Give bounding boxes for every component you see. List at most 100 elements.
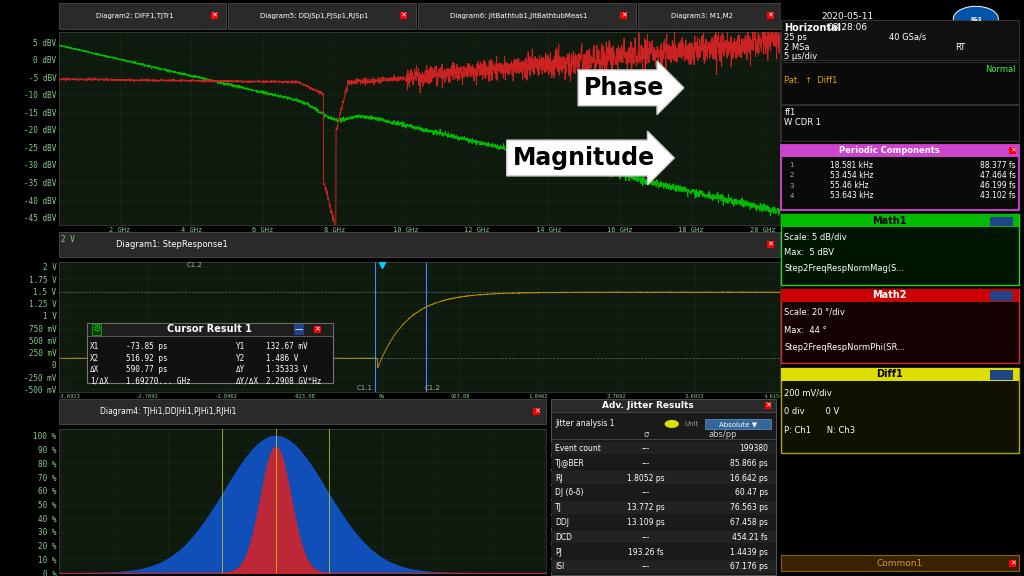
Text: 88.377 fs: 88.377 fs <box>980 161 1016 170</box>
Text: Y2: Y2 <box>236 354 245 363</box>
Text: 1.4439 ps: 1.4439 ps <box>730 548 768 556</box>
Text: 53.454 kHz: 53.454 kHz <box>830 171 873 180</box>
Text: ✕: ✕ <box>765 403 771 408</box>
Text: Scale: 5 dB/div: Scale: 5 dB/div <box>784 233 847 242</box>
Text: ✕: ✕ <box>767 13 773 19</box>
Text: 200 mV/div: 200 mV/div <box>784 389 833 398</box>
Text: 454.21 fs: 454.21 fs <box>732 533 768 541</box>
Text: Step2FreqRespNormMag(S...: Step2FreqRespNormMag(S... <box>784 264 904 273</box>
Text: C1.2: C1.2 <box>186 262 203 268</box>
Text: Magnitude: Magnitude <box>513 146 654 170</box>
Text: Max:  44 °: Max: 44 ° <box>784 325 827 335</box>
Text: 2: 2 <box>790 172 794 179</box>
Text: abs/pp: abs/pp <box>709 430 737 439</box>
Text: ✕: ✕ <box>621 13 627 19</box>
Text: 1.69270... GHz: 1.69270... GHz <box>126 377 190 386</box>
Text: Horizontal: Horizontal <box>784 23 842 33</box>
Text: 590.77 ps: 590.77 ps <box>126 365 168 374</box>
Text: σ: σ <box>643 430 649 439</box>
Text: Adv. Jitter Results: Adv. Jitter Results <box>602 401 694 410</box>
Text: Phase: Phase <box>584 76 665 100</box>
Text: Jitter analysis 1: Jitter analysis 1 <box>555 419 614 429</box>
Text: -73.85 ps: -73.85 ps <box>126 342 168 351</box>
Text: P: Ch1      N: Ch3: P: Ch1 N: Ch3 <box>784 426 855 435</box>
Text: Pat.  ↑  Diff1: Pat. ↑ Diff1 <box>784 76 838 85</box>
Text: TJ: TJ <box>555 503 562 512</box>
Text: 16.642 ps: 16.642 ps <box>730 473 768 483</box>
Text: 4: 4 <box>790 193 794 199</box>
Text: Common1: Common1 <box>877 559 924 568</box>
Text: ✕: ✕ <box>767 241 773 248</box>
Text: Absolute ▼: Absolute ▼ <box>719 421 758 427</box>
Text: Diagram3: M1,M2: Diagram3: M1,M2 <box>671 13 733 19</box>
Text: 13.772 ps: 13.772 ps <box>628 503 665 512</box>
Text: —: — <box>295 325 303 334</box>
Text: 516.92 ps: 516.92 ps <box>126 354 168 363</box>
Text: 53.643 kHz: 53.643 kHz <box>830 191 873 200</box>
Text: 2020-05-11
08:28:06: 2020-05-11 08:28:06 <box>821 12 874 32</box>
Text: Diagram5: DDJSp1,PJSp1,RJSp1: Diagram5: DDJSp1,PJSp1,RJSp1 <box>260 13 368 19</box>
Text: Event count: Event count <box>555 444 601 453</box>
Text: RJ: RJ <box>555 473 562 483</box>
Text: 46.199 fs: 46.199 fs <box>980 181 1016 190</box>
Text: 1.8052 ps: 1.8052 ps <box>628 473 665 483</box>
Text: PJ: PJ <box>555 548 562 556</box>
Text: 18.581 kHz: 18.581 kHz <box>830 161 873 170</box>
Text: ✕: ✕ <box>1010 560 1016 566</box>
Text: 1.486 V: 1.486 V <box>266 354 299 363</box>
Text: Cursor Result 1: Cursor Result 1 <box>168 324 252 335</box>
Text: 76.563 ps: 76.563 ps <box>730 503 768 512</box>
Text: 2 V: 2 V <box>61 235 76 244</box>
Text: W CDR 1: W CDR 1 <box>784 118 821 127</box>
Text: DCD: DCD <box>555 533 572 541</box>
Text: 132.67 mV: 132.67 mV <box>266 342 308 351</box>
Text: 40 GSa/s: 40 GSa/s <box>889 33 926 42</box>
Text: DJ (δ-δ): DJ (δ-δ) <box>555 488 584 497</box>
Text: ✕: ✕ <box>211 13 217 19</box>
Text: 5 µs/div: 5 µs/div <box>784 52 817 62</box>
Text: 55.46 kHz: 55.46 kHz <box>830 181 869 190</box>
Text: 3: 3 <box>790 183 794 188</box>
Text: ff1: ff1 <box>784 108 796 117</box>
Text: 13.109 ps: 13.109 ps <box>628 518 665 527</box>
Text: 47.464 fs: 47.464 fs <box>980 171 1016 180</box>
Text: Y1: Y1 <box>236 342 245 351</box>
Text: 85.866 ps: 85.866 ps <box>730 459 768 468</box>
Text: 1: 1 <box>790 162 794 168</box>
Text: 25 ps: 25 ps <box>784 33 807 42</box>
Text: Unit: Unit <box>684 421 698 427</box>
Text: 193.26 fs: 193.26 fs <box>629 548 664 556</box>
Text: C1.1: C1.1 <box>356 385 373 391</box>
Text: ---: --- <box>642 459 650 468</box>
Text: Diff1: Diff1 <box>877 369 903 380</box>
Text: Diagram1: StepResponse1: Diagram1: StepResponse1 <box>116 240 227 249</box>
Text: ✕: ✕ <box>534 408 540 415</box>
Text: 60.47 ps: 60.47 ps <box>735 488 768 497</box>
Text: 1/ΔX: 1/ΔX <box>90 377 109 386</box>
Text: ⚙: ⚙ <box>92 324 101 335</box>
Text: 67.458 ps: 67.458 ps <box>730 518 768 527</box>
Text: ISI: ISI <box>555 562 564 571</box>
Text: X1: X1 <box>90 342 99 351</box>
Text: 0 div        0 V: 0 div 0 V <box>784 407 840 416</box>
Text: 1.35333 V: 1.35333 V <box>266 365 308 374</box>
Text: ---: --- <box>642 488 650 497</box>
Text: ---: --- <box>642 444 650 453</box>
Text: 43.102 fs: 43.102 fs <box>980 191 1016 200</box>
Text: RT: RT <box>955 43 966 52</box>
Text: Scale: 20 °/div: Scale: 20 °/div <box>784 308 845 317</box>
Text: C1.2: C1.2 <box>425 385 440 391</box>
Text: ✕: ✕ <box>314 327 321 332</box>
Text: R&S: R&S <box>970 17 982 21</box>
Text: Normal: Normal <box>985 65 1016 74</box>
Text: ---: --- <box>642 533 650 541</box>
Text: Diagram6: JitBathtub1,JitBathtubMeas1: Diagram6: JitBathtub1,JitBathtubMeas1 <box>450 13 588 19</box>
Text: Math2: Math2 <box>872 290 907 301</box>
Text: DDJ: DDJ <box>555 518 569 527</box>
Text: Diagram2: DIFF1,TJTr1: Diagram2: DIFF1,TJTr1 <box>96 13 173 19</box>
Text: ✕: ✕ <box>1010 148 1016 154</box>
Text: X2: X2 <box>90 354 99 363</box>
Text: 67.176 ps: 67.176 ps <box>730 562 768 571</box>
Text: ✕: ✕ <box>400 13 407 19</box>
Text: ΔY: ΔY <box>236 365 245 374</box>
